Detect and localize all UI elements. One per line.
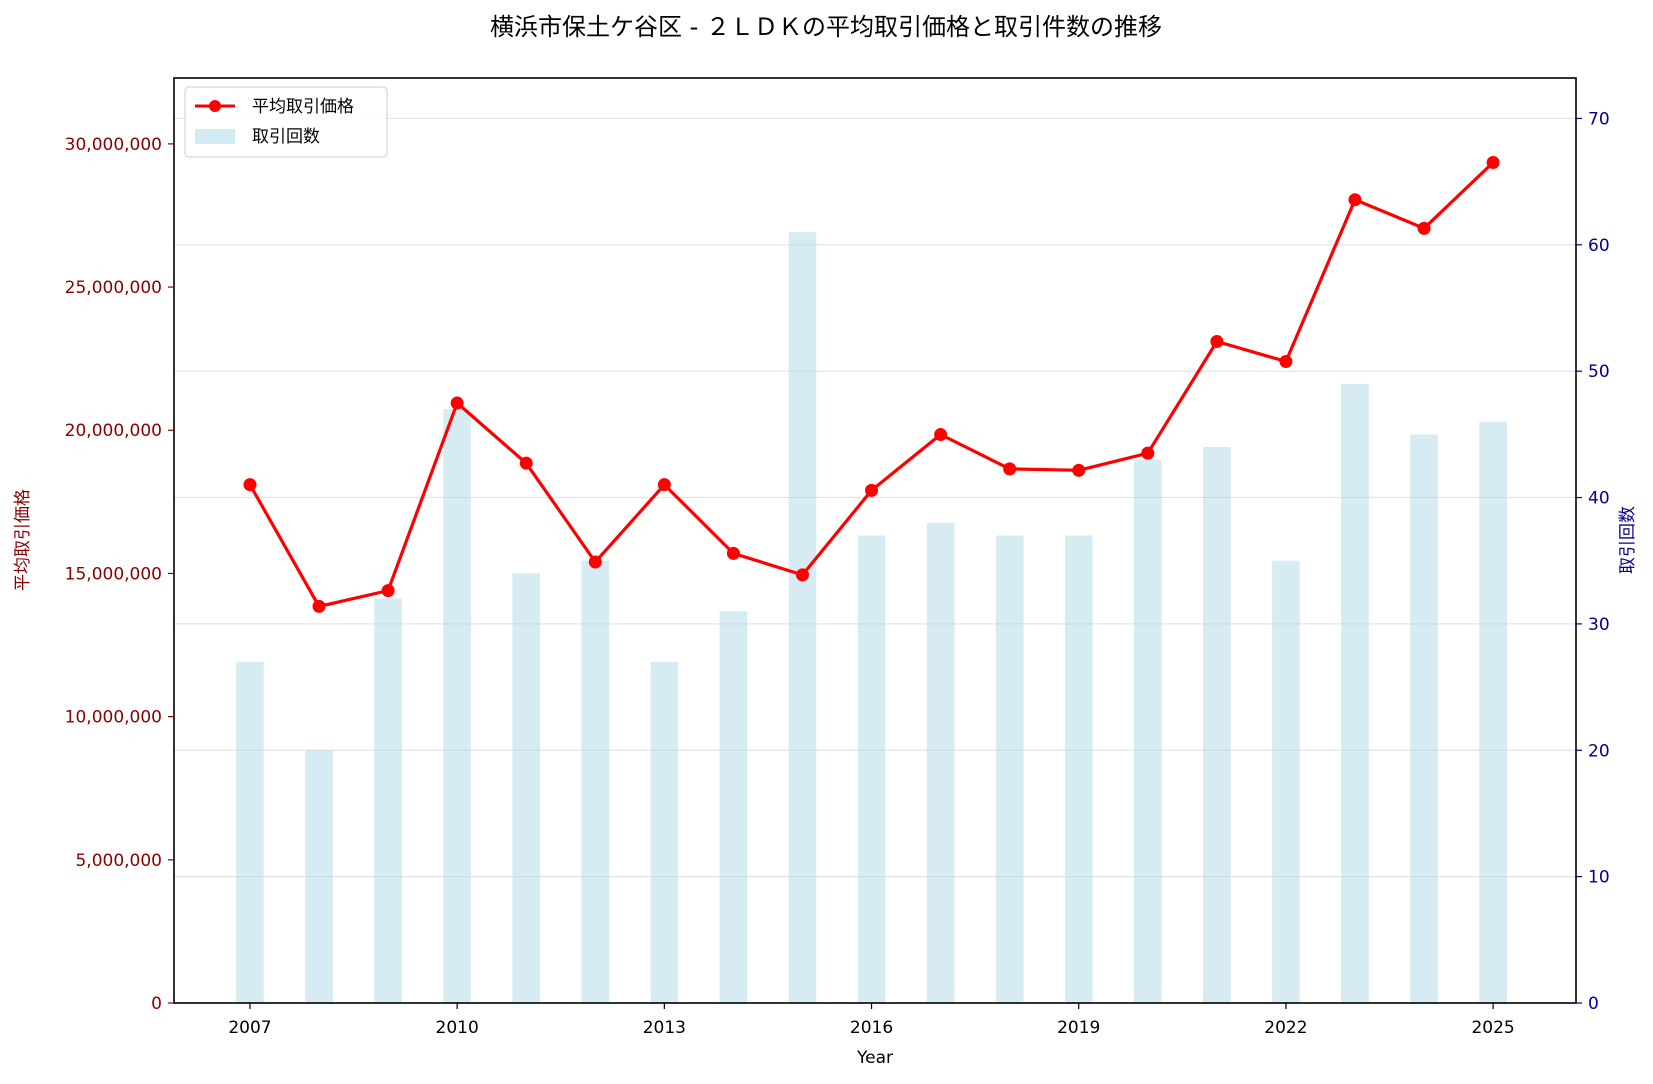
x-tick-label: 2019 xyxy=(1057,1018,1100,1038)
y-left-tick-label: 15,000,000 xyxy=(65,564,162,584)
y-right-axis: 0 10 20 30 40 50 60 70 xyxy=(1576,109,1610,1014)
price-point xyxy=(865,483,879,497)
bar xyxy=(1272,560,1300,1003)
bar xyxy=(995,535,1024,1003)
price-point xyxy=(1003,462,1017,476)
bar-layer xyxy=(236,232,1507,1004)
y-left-tick-label: 20,000,000 xyxy=(65,421,162,441)
x-tick-label: 2022 xyxy=(1264,1018,1307,1038)
x-tick-label: 2016 xyxy=(850,1018,893,1038)
y-left-tick-label: 25,000,000 xyxy=(65,278,162,298)
x-axis-label: Year xyxy=(856,1048,893,1068)
y-left-tick-label: 5,000,000 xyxy=(75,851,162,871)
y-left-axis-label: 平均取引価格 xyxy=(13,489,33,591)
y-left-axis: 0 5,000,000 10,000,000 15,000,000 20,000,000… xyxy=(65,135,174,1014)
bar xyxy=(1341,383,1369,1003)
y-left-tick-label: 0 xyxy=(151,994,162,1014)
price-point xyxy=(657,478,671,492)
price-point xyxy=(588,555,602,569)
price-point xyxy=(381,584,395,598)
price-point xyxy=(934,428,948,442)
legend-bar-swatch xyxy=(195,129,235,144)
x-tick-label: 2013 xyxy=(643,1018,686,1038)
bar xyxy=(650,661,679,1003)
y-right-tick-label: 20 xyxy=(1588,741,1610,761)
price-point xyxy=(1486,155,1500,169)
price-point xyxy=(1279,355,1293,369)
legend: 平均取引価格 取引回数 xyxy=(184,86,388,158)
price-point xyxy=(1417,221,1431,235)
bar xyxy=(1410,434,1438,1004)
bar xyxy=(788,232,817,1003)
price-point xyxy=(1141,446,1155,460)
y-right-tick-label: 60 xyxy=(1588,236,1610,256)
bar xyxy=(443,409,471,1003)
price-point xyxy=(1348,193,1362,207)
bar xyxy=(926,522,955,1003)
legend-bar-label: 取引回数 xyxy=(252,127,320,147)
y-right-tick-label: 70 xyxy=(1588,109,1610,129)
y-left-tick-label: 10,000,000 xyxy=(65,708,162,728)
bar xyxy=(581,560,610,1003)
y-right-tick-label: 30 xyxy=(1588,615,1610,635)
line-layer xyxy=(243,155,1500,613)
bar xyxy=(1064,535,1093,1003)
y-right-tick-label: 10 xyxy=(1588,868,1610,888)
x-tick-label: 2007 xyxy=(228,1018,271,1038)
price-point xyxy=(795,568,809,582)
price-point xyxy=(1210,334,1224,348)
x-axis: 2007 2010 2013 2016 2019 2022 2025 xyxy=(228,1003,1515,1038)
x-tick-label: 2010 xyxy=(436,1018,479,1038)
y-right-tick-label: 40 xyxy=(1588,489,1610,509)
price-point xyxy=(519,456,533,470)
y-right-tick-label: 50 xyxy=(1588,362,1610,382)
plot-frame xyxy=(173,77,1577,1004)
bar xyxy=(857,535,886,1003)
legend-box xyxy=(184,86,388,158)
bar xyxy=(1479,421,1507,1004)
legend-marker-swatch xyxy=(209,100,221,112)
bar xyxy=(1203,446,1231,1003)
bar xyxy=(1133,459,1162,1003)
legend-line-label: 平均取引価格 xyxy=(252,97,354,117)
bar xyxy=(719,611,748,1003)
price-point xyxy=(1072,463,1086,477)
x-tick-label: 2025 xyxy=(1471,1018,1514,1038)
bar xyxy=(236,661,264,1003)
bar xyxy=(305,750,333,1003)
y-left-tick-label: 30,000,000 xyxy=(65,135,162,155)
chart-title: 横浜市保土ケ谷区 - ２ＬＤＫの平均取引価格と取引件数の推移 xyxy=(490,13,1162,41)
price-point xyxy=(243,478,257,492)
price-point xyxy=(450,396,464,410)
y-right-axis-label: 取引回数 xyxy=(1618,506,1638,574)
y-right-tick-label: 0 xyxy=(1588,994,1599,1014)
price-point xyxy=(312,599,326,613)
bar xyxy=(512,573,541,1003)
price-point xyxy=(726,546,740,560)
bar xyxy=(374,598,402,1003)
